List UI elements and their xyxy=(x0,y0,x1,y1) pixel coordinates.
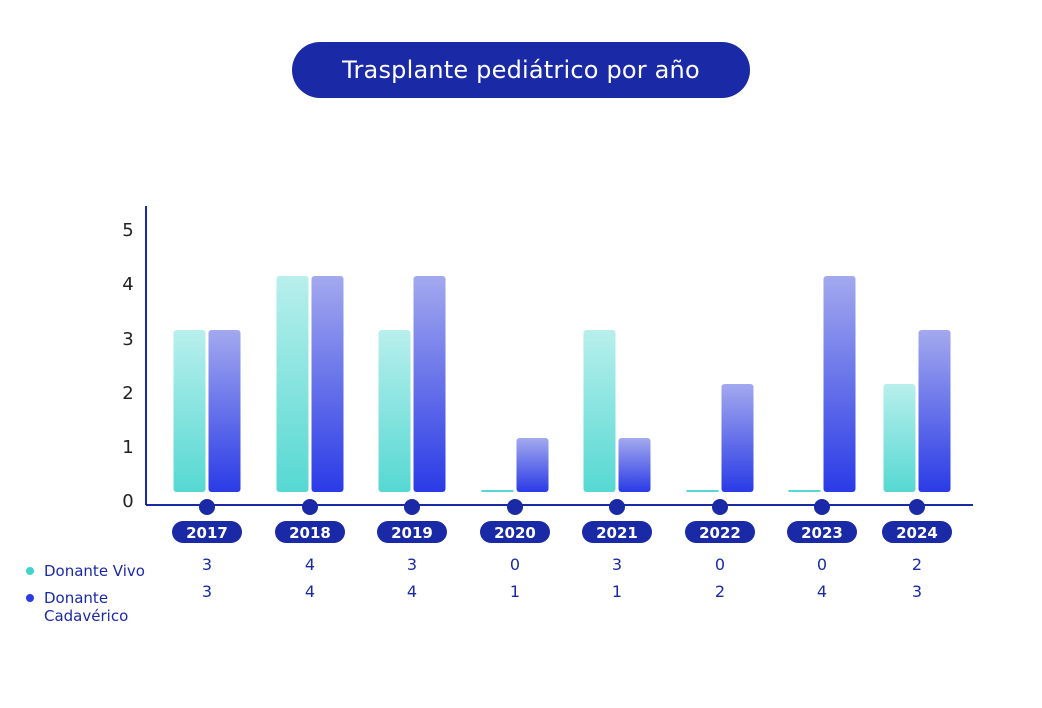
data-label: 2 xyxy=(715,582,725,601)
y-tick-label: 2 xyxy=(122,383,133,404)
y-tick-label: 3 xyxy=(122,329,133,350)
bar-donante-cadaverico xyxy=(516,438,549,492)
data-label: 0 xyxy=(510,555,520,574)
axes: 0 1 2 3 4 5 xyxy=(122,206,973,512)
bar-donante-vivo xyxy=(883,384,916,492)
data-table: 3 4 3 0 3 0 0 2 3 4 4 1 1 2 4 3 xyxy=(202,555,922,601)
data-label: 3 xyxy=(202,555,212,574)
bar-donante-cadaverico xyxy=(823,276,856,492)
year-pill xyxy=(582,521,652,543)
bars xyxy=(173,276,951,492)
legend-dot-cadaverico-icon xyxy=(26,594,34,602)
bar-donante-cadaverico xyxy=(618,438,651,492)
data-label: 4 xyxy=(407,582,417,601)
bar-donante-cadaverico xyxy=(413,276,446,492)
x-axis-marker-icon xyxy=(609,499,625,515)
data-label: 3 xyxy=(407,555,417,574)
bar-donante-cadaverico xyxy=(918,330,951,492)
data-label: 4 xyxy=(817,582,827,601)
y-tick-label: 5 xyxy=(122,220,133,241)
x-tick-label: 2019 xyxy=(391,524,433,542)
bar-donante-vivo xyxy=(583,330,616,492)
data-label: 3 xyxy=(912,582,922,601)
x-axis-marker-icon xyxy=(712,499,728,515)
x-tick-label: 2023 xyxy=(801,524,843,542)
x-axis-marker-icon xyxy=(507,499,523,515)
year-pill xyxy=(882,521,952,543)
legend-item-vivo: Donante Vivo xyxy=(26,562,154,580)
legend-label: Donante Cadavérico xyxy=(44,589,129,625)
data-label: 3 xyxy=(612,555,622,574)
bar-donante-vivo xyxy=(378,330,411,492)
year-pill xyxy=(685,521,755,543)
data-label: 1 xyxy=(612,582,622,601)
data-label: 4 xyxy=(305,582,315,601)
bar-donante-cadaverico xyxy=(721,384,754,492)
legend-dot-vivo-icon xyxy=(26,567,34,575)
x-axis-marker-icon xyxy=(302,499,318,515)
x-axis-marker-icon xyxy=(404,499,420,515)
data-label: 1 xyxy=(510,582,520,601)
data-label: 0 xyxy=(817,555,827,574)
x-axis: 2017 2018 2019 2020 2021 2022 2023 2024 xyxy=(172,499,952,543)
data-label: 4 xyxy=(305,555,315,574)
x-tick-label: 2022 xyxy=(699,524,741,542)
legend-item-cadaverico: Donante Cadavérico xyxy=(26,589,154,625)
data-label: 3 xyxy=(202,582,212,601)
legend-label: Donante Vivo xyxy=(44,562,145,580)
bar-donante-vivo xyxy=(173,330,206,492)
x-tick-label: 2021 xyxy=(596,524,638,542)
bar-donante-vivo xyxy=(686,490,719,492)
year-pill xyxy=(480,521,550,543)
data-label: 2 xyxy=(912,555,922,574)
y-tick-label: 4 xyxy=(122,274,133,295)
y-tick-label: 1 xyxy=(122,437,133,458)
year-pill xyxy=(275,521,345,543)
x-axis-marker-icon xyxy=(909,499,925,515)
x-tick-label: 2018 xyxy=(289,524,331,542)
bar-donante-vivo xyxy=(788,490,821,492)
chart-title: Trasplante pediátrico por año xyxy=(292,42,750,98)
y-tick-label: 0 xyxy=(122,491,133,512)
x-axis-marker-icon xyxy=(199,499,215,515)
bar-donante-cadaverico xyxy=(311,276,344,492)
year-pill xyxy=(787,521,857,543)
year-pill xyxy=(172,521,242,543)
x-tick-label: 2020 xyxy=(494,524,536,542)
bar-donante-cadaverico xyxy=(208,330,241,492)
data-label: 0 xyxy=(715,555,725,574)
x-tick-label: 2024 xyxy=(896,524,938,542)
year-pill xyxy=(377,521,447,543)
x-tick-label: 2017 xyxy=(186,524,228,542)
bar-donante-vivo xyxy=(481,490,514,492)
x-axis-marker-icon xyxy=(814,499,830,515)
bar-donante-vivo xyxy=(276,276,309,492)
